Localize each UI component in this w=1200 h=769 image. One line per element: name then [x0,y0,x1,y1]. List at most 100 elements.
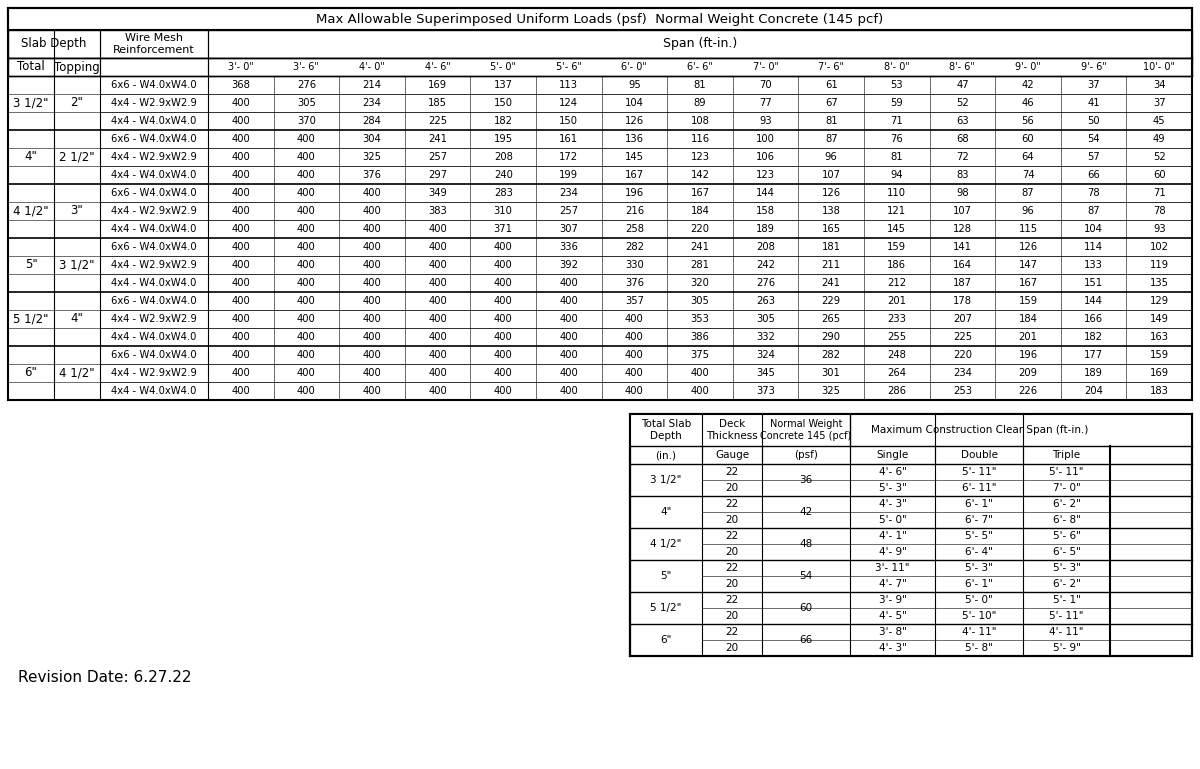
Text: 400: 400 [559,386,578,396]
Text: 2 1/2": 2 1/2" [59,151,95,164]
Text: 4'- 3": 4'- 3" [878,499,906,509]
Text: 5 1/2": 5 1/2" [13,312,49,325]
Text: 5'- 5": 5'- 5" [965,531,992,541]
Bar [630,496,1192,528]
Text: 4": 4" [24,151,37,164]
Text: 240: 240 [493,170,512,180]
Bar [630,528,1192,560]
Text: 248: 248 [887,350,906,360]
Text: 265: 265 [822,314,841,324]
Text: 6'- 5": 6'- 5" [1052,547,1080,557]
Text: 5'- 10": 5'- 10" [962,611,996,621]
Text: 95: 95 [628,80,641,90]
Text: 325: 325 [822,386,841,396]
Text: 400: 400 [362,368,382,378]
Text: 128: 128 [953,224,972,234]
Text: 5'- 0": 5'- 0" [491,62,516,72]
Bar [630,624,1192,656]
Text: 20: 20 [726,547,738,557]
Text: 4": 4" [71,312,84,325]
Text: 186: 186 [887,260,906,270]
Bar [8,76,1192,130]
Text: 78: 78 [1087,188,1100,198]
Text: 71: 71 [890,116,904,126]
Text: 5'- 1": 5'- 1" [1052,595,1080,605]
Text: 5'- 6": 5'- 6" [556,62,582,72]
Text: 325: 325 [362,152,382,162]
Text: 151: 151 [1084,278,1103,288]
Text: 123: 123 [756,170,775,180]
Text: 37: 37 [1153,98,1165,108]
Text: 370: 370 [296,116,316,126]
Text: 257: 257 [428,152,448,162]
Text: 400: 400 [298,206,316,216]
Text: 182: 182 [493,116,512,126]
Text: 400: 400 [232,314,250,324]
Text: Max Allowable Superimposed Uniform Loads (psf)  Normal Weight Concrete (145 pcf): Max Allowable Superimposed Uniform Loads… [317,12,883,25]
Text: 8'- 0": 8'- 0" [884,62,910,72]
Text: 87: 87 [1021,188,1034,198]
Text: 4x4 - W2.9xW2.9: 4x4 - W2.9xW2.9 [112,314,197,324]
Text: 4 1/2": 4 1/2" [650,539,682,549]
Text: 4 1/2": 4 1/2" [13,205,49,218]
Text: Triple: Triple [1052,450,1080,460]
Text: 158: 158 [756,206,775,216]
Text: 2": 2" [71,96,84,109]
Text: 45: 45 [1153,116,1165,126]
Text: 400: 400 [625,350,643,360]
Text: 3'- 11": 3'- 11" [875,563,910,573]
Text: 72: 72 [956,152,968,162]
Text: 400: 400 [298,386,316,396]
Text: 310: 310 [493,206,512,216]
Text: 400: 400 [298,296,316,306]
Text: 400: 400 [232,242,250,252]
Text: 201: 201 [1019,332,1038,342]
Text: 4'- 5": 4'- 5" [878,611,906,621]
Text: 4x4 - W2.9xW2.9: 4x4 - W2.9xW2.9 [112,152,197,162]
Text: 349: 349 [428,188,448,198]
Text: 22: 22 [725,499,739,509]
Text: Double: Double [960,450,997,460]
Text: 283: 283 [493,188,512,198]
Text: 400: 400 [362,278,382,288]
Text: 212: 212 [887,278,906,288]
Bar [630,592,1192,624]
Text: 6x6 - W4.0xW4.0: 6x6 - W4.0xW4.0 [112,350,197,360]
Text: 3 1/2": 3 1/2" [59,258,95,271]
Text: Total Slab
Depth: Total Slab Depth [641,419,691,441]
Text: 42: 42 [1021,80,1034,90]
Text: 116: 116 [690,134,709,144]
Bar [8,184,1192,238]
Text: 115: 115 [1019,224,1038,234]
Text: 6'- 1": 6'- 1" [965,579,992,589]
Text: 400: 400 [362,332,382,342]
Text: 373: 373 [756,386,775,396]
Bar [630,464,1192,496]
Text: 4'- 6": 4'- 6" [425,62,450,72]
Text: 196: 196 [1019,350,1038,360]
Text: 284: 284 [362,116,382,126]
Text: 4": 4" [660,507,672,517]
Text: 195: 195 [493,134,512,144]
Text: 6x6 - W4.0xW4.0: 6x6 - W4.0xW4.0 [112,242,197,252]
Text: 199: 199 [559,170,578,180]
Text: 400: 400 [232,332,250,342]
Text: 400: 400 [559,332,578,342]
Text: 113: 113 [559,80,578,90]
Text: 59: 59 [890,98,904,108]
Text: 164: 164 [953,260,972,270]
Text: 290: 290 [822,332,841,342]
Text: 5'- 3": 5'- 3" [1052,563,1080,573]
Text: 353: 353 [690,314,709,324]
Text: 5'- 0": 5'- 0" [878,515,906,525]
Text: 229: 229 [822,296,841,306]
Text: 5'- 11": 5'- 11" [1049,467,1084,477]
Text: 4 1/2": 4 1/2" [59,367,95,379]
Text: 357: 357 [625,296,644,306]
Text: 253: 253 [953,386,972,396]
Text: 57: 57 [1087,152,1100,162]
Text: 400: 400 [428,332,446,342]
Text: 144: 144 [1084,296,1103,306]
Text: 126: 126 [625,116,644,126]
Text: 22: 22 [725,467,739,477]
